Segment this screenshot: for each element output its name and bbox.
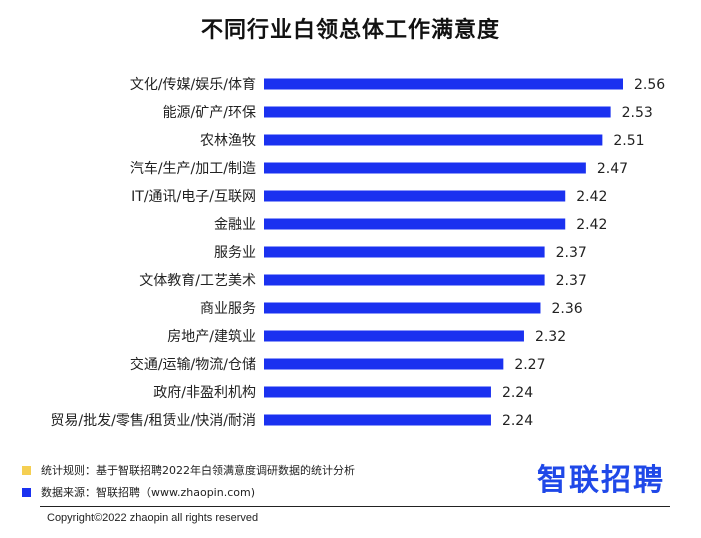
category-label: 金融业 bbox=[214, 217, 256, 233]
brand-logo: 智联招聘 bbox=[537, 463, 665, 498]
category-label: 文体教育/工艺美术 bbox=[139, 273, 256, 289]
category-label: 能源/矿产/环保 bbox=[163, 105, 256, 121]
value-label: 2.27 bbox=[514, 357, 545, 373]
bar bbox=[264, 330, 524, 342]
legend-rule-text: 统计规则：基于智联招聘2022年白领满意度调研数据的统计分析 bbox=[41, 464, 355, 477]
chart-title: 不同行业白领总体工作满意度 bbox=[200, 18, 500, 43]
bar-chart: 文化/传媒/娱乐/体育 2.56 能源/矿产/环保 2.53 农林渔牧 2.51 汽车/生产… bbox=[50, 77, 665, 429]
bar bbox=[264, 190, 566, 202]
category-label: 文化/传媒/娱乐/体育 bbox=[130, 77, 256, 93]
bar bbox=[264, 78, 623, 90]
bar bbox=[264, 246, 545, 258]
category-label: IT/通讯/电子/互联网 bbox=[131, 189, 256, 205]
value-label: 2.37 bbox=[556, 273, 587, 289]
bar bbox=[264, 302, 541, 314]
category-label: 商业服务 bbox=[200, 301, 256, 317]
value-label: 2.47 bbox=[597, 161, 628, 177]
category-label: 服务业 bbox=[214, 245, 256, 261]
category-label: 交通/运输/物流/仓储 bbox=[130, 356, 256, 373]
legend-source-text: 数据来源：智联招聘（www.zhaopin.com) bbox=[41, 486, 255, 499]
value-label: 2.32 bbox=[535, 329, 566, 345]
value-label: 2.37 bbox=[556, 245, 587, 261]
legend-rule: 统计规则：基于智联招聘2022年白领满意度调研数据的统计分析 bbox=[22, 462, 355, 478]
value-label: 2.53 bbox=[622, 105, 653, 121]
value-label: 2.24 bbox=[502, 385, 533, 401]
category-label: 政府/非盈利机构 bbox=[153, 385, 256, 401]
bar bbox=[264, 274, 545, 286]
value-label: 2.42 bbox=[576, 217, 607, 233]
bar bbox=[264, 162, 586, 174]
value-label: 2.36 bbox=[551, 301, 582, 317]
bar bbox=[264, 414, 491, 426]
value-label: 2.56 bbox=[634, 77, 665, 93]
bar bbox=[264, 218, 566, 230]
category-label: 农林渔牧 bbox=[200, 133, 256, 149]
legend-rule-swatch bbox=[22, 465, 31, 475]
value-label: 2.24 bbox=[502, 413, 533, 429]
value-label: 2.51 bbox=[613, 133, 644, 149]
legend-source-swatch bbox=[22, 487, 31, 497]
bar bbox=[264, 358, 504, 370]
bar bbox=[264, 386, 491, 398]
bar bbox=[264, 134, 603, 146]
legend-source: 数据来源：智联招聘（www.zhaopin.com) bbox=[22, 484, 255, 500]
category-label: 贸易/批发/零售/租赁业/快消/耐消 bbox=[50, 413, 256, 429]
copyright-text: Copyright©2022 zhaopin all rights reserv… bbox=[47, 512, 259, 524]
category-label: 房地产/建筑业 bbox=[167, 329, 256, 345]
value-label: 2.42 bbox=[576, 189, 607, 205]
bar bbox=[264, 106, 611, 118]
category-label: 汽车/生产/加工/制造 bbox=[130, 160, 256, 177]
footer-divider bbox=[40, 506, 670, 507]
